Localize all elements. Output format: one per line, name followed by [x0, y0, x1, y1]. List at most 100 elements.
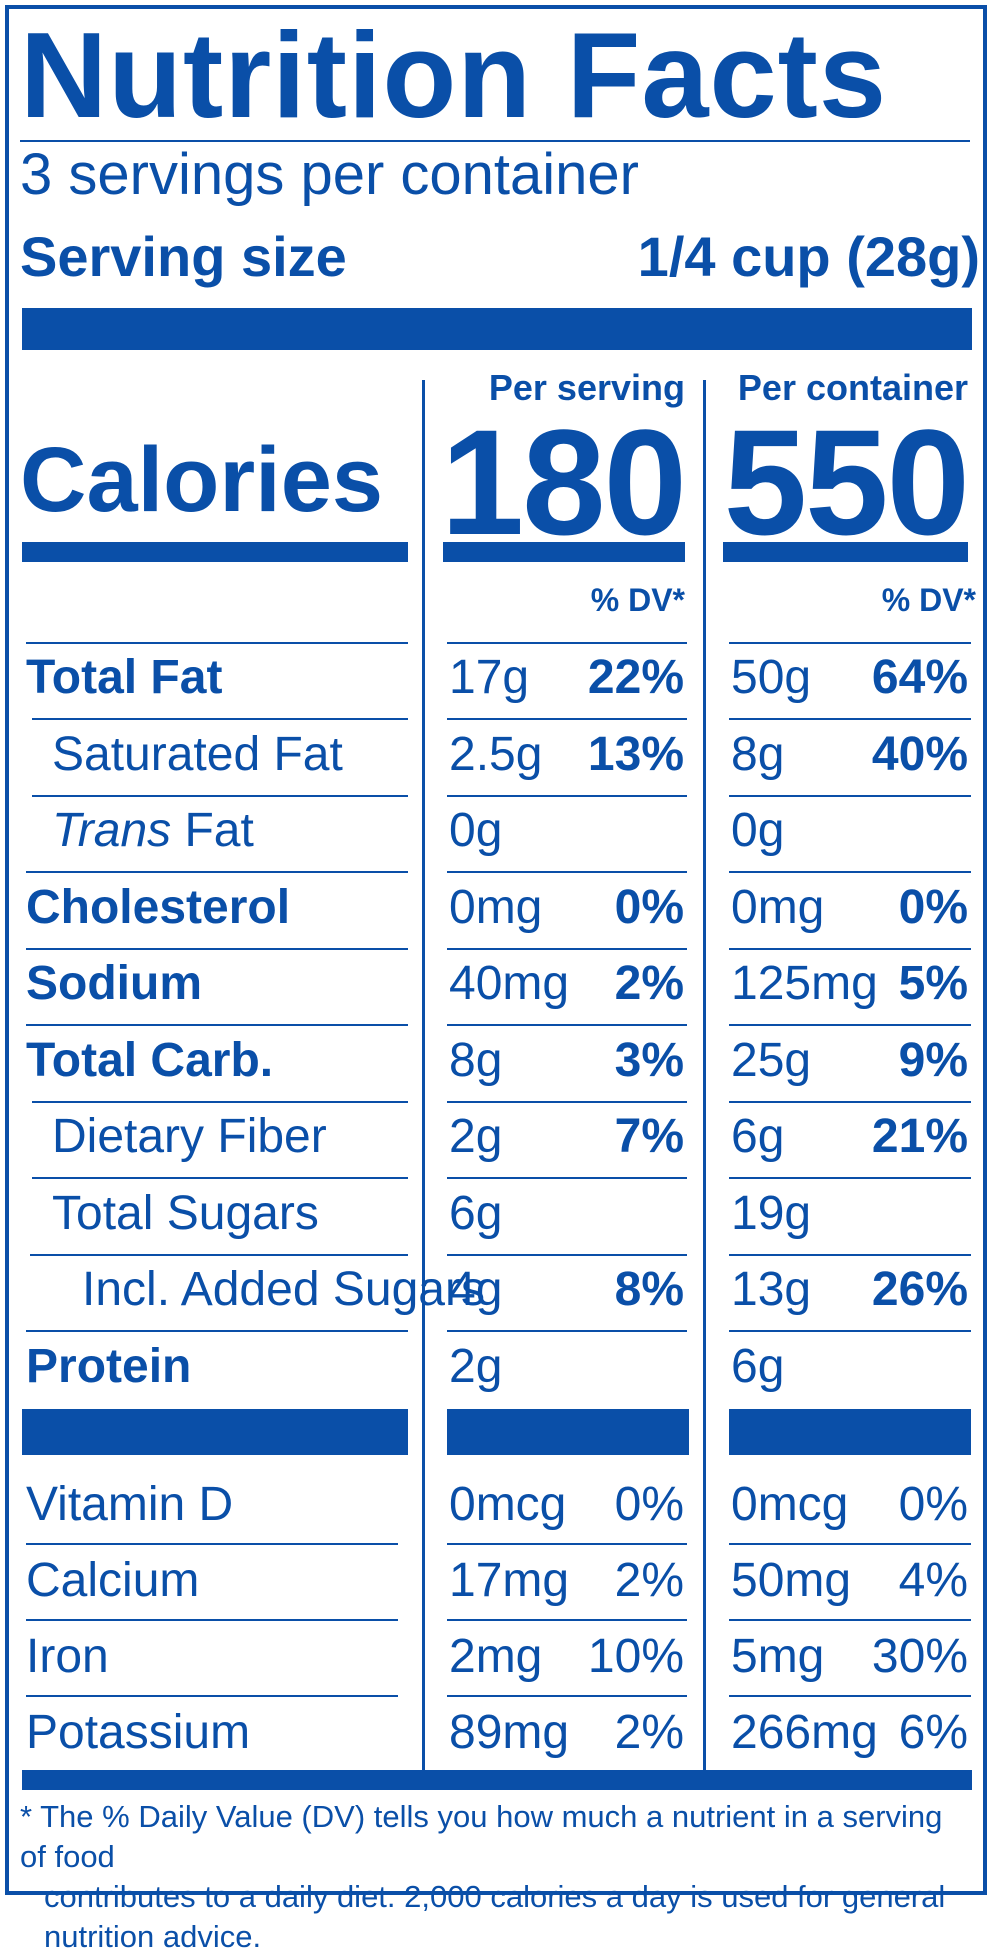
nutrient-label: Total Carb. [26, 1034, 274, 1087]
nutrient-label-italic: Trans [52, 804, 172, 857]
container-dv: 21% [871, 1110, 968, 1163]
serving-amount: 40mg [449, 957, 570, 1010]
calories-per-serving: 180 [440, 398, 687, 566]
serving-dv: 7% [614, 1110, 684, 1163]
row-rule [447, 642, 687, 644]
serving-dv: 13% [587, 728, 684, 781]
servings-per-container: 3 servings per container [20, 142, 639, 207]
serving-dv: 3% [614, 1034, 684, 1087]
serving-dv: 10% [587, 1630, 684, 1683]
serving-amount: 17g [449, 651, 530, 704]
serving-dv: 0% [614, 881, 684, 934]
row-rule [729, 948, 971, 950]
row-rule [447, 1330, 687, 1332]
nutrient-label: Incl. Added Sugars [82, 1263, 485, 1316]
serving-amount: 8g [449, 1034, 503, 1087]
container-dv: 0% [898, 1478, 968, 1531]
thick-divider-bottom [22, 1770, 972, 1790]
container-dv: 9% [898, 1034, 968, 1087]
row-rule [729, 1695, 971, 1697]
serving-dv: 2% [614, 1554, 684, 1607]
container-amount: 8g [731, 728, 785, 781]
container-amount: 0mg [731, 881, 825, 934]
row-rule [26, 1330, 408, 1332]
nutrient-label: Trans Fat [52, 801, 254, 861]
row-rule [729, 1543, 971, 1545]
row-rule [729, 1177, 971, 1179]
row-rule [729, 1619, 971, 1621]
nutrient-label-rest: Fat [171, 804, 254, 857]
vitamin-label: Potassium [26, 1706, 251, 1759]
row-rule [447, 1695, 687, 1697]
container-amount: 50mg [731, 1554, 852, 1607]
row-rule [447, 1177, 687, 1179]
serving-amount: 17mg [449, 1554, 570, 1607]
nutrient-label: Saturated Fat [52, 728, 343, 781]
serving-dv: 0% [614, 1478, 684, 1531]
row-rule [447, 1543, 687, 1545]
vitamins-bar-serving [447, 1409, 689, 1455]
calories-bar-serving [443, 542, 685, 562]
serving-dv: 8% [614, 1263, 684, 1316]
row-rule [26, 642, 408, 644]
row-rule [729, 871, 971, 873]
row-rule [32, 1177, 408, 1179]
container-amount: 6g [731, 1110, 785, 1163]
container-amount: 6g [731, 1340, 785, 1393]
vitamin-label: Iron [26, 1630, 109, 1683]
container-amount: 5mg [731, 1630, 825, 1683]
serving-amount: 2mg [449, 1630, 543, 1683]
row-rule [447, 718, 687, 720]
serving-amount: 0mg [449, 881, 543, 934]
vitamins-bar-container [729, 1409, 971, 1455]
container-amount: 13g [731, 1263, 812, 1316]
container-amount: 25g [731, 1034, 812, 1087]
nutrient-label: Total Fat [26, 651, 223, 704]
nutrition-facts-panel [5, 5, 987, 1895]
row-rule [447, 948, 687, 950]
row-rule [729, 1101, 971, 1103]
serving-dv: 2% [614, 1706, 684, 1759]
container-amount: 125mg [731, 957, 878, 1010]
calories-per-container: 550 [723, 398, 970, 566]
row-rule [447, 795, 687, 797]
container-dv: 0% [898, 881, 968, 934]
dv-heading-serving: % DV* [590, 582, 685, 618]
row-rule [447, 1619, 687, 1621]
serving-size-value: 1/4 cup (28g) [637, 225, 980, 288]
nutrient-label: Total Sugars [52, 1187, 319, 1240]
row-rule [729, 795, 971, 797]
nutrient-label: Protein [26, 1340, 192, 1393]
row-rule [26, 1024, 408, 1026]
container-amount: 50g [731, 651, 812, 704]
serving-amount: 2g [449, 1340, 503, 1393]
serving-amount: 4g [449, 1263, 503, 1316]
per-container-heading: Per container [737, 367, 968, 408]
row-rule [729, 1330, 971, 1332]
nutrient-label: Cholesterol [26, 881, 291, 934]
title-rule [20, 140, 970, 142]
container-dv: 4% [898, 1554, 968, 1607]
row-rule [447, 1254, 687, 1256]
container-dv: 26% [871, 1263, 968, 1316]
row-rule [447, 1101, 687, 1103]
serving-dv: 2% [614, 957, 684, 1010]
column-separator-1 [422, 380, 425, 1770]
row-rule [447, 1024, 687, 1026]
row-rule [26, 1619, 398, 1621]
container-amount: 0mcg [731, 1478, 849, 1531]
serving-amount: 0mcg [449, 1478, 567, 1531]
row-rule [729, 1024, 971, 1026]
calories-bar-container [723, 542, 968, 562]
row-rule [447, 871, 687, 873]
serving-amount: 0g [449, 804, 503, 857]
container-dv: 5% [898, 957, 968, 1010]
row-rule [32, 1101, 408, 1103]
per-serving-heading: Per serving [488, 367, 685, 408]
container-dv: 64% [871, 651, 968, 704]
row-rule [729, 718, 971, 720]
container-amount: 266mg [731, 1706, 878, 1759]
serving-dv: 22% [587, 651, 684, 704]
row-rule [32, 718, 408, 720]
row-rule [26, 1695, 398, 1697]
